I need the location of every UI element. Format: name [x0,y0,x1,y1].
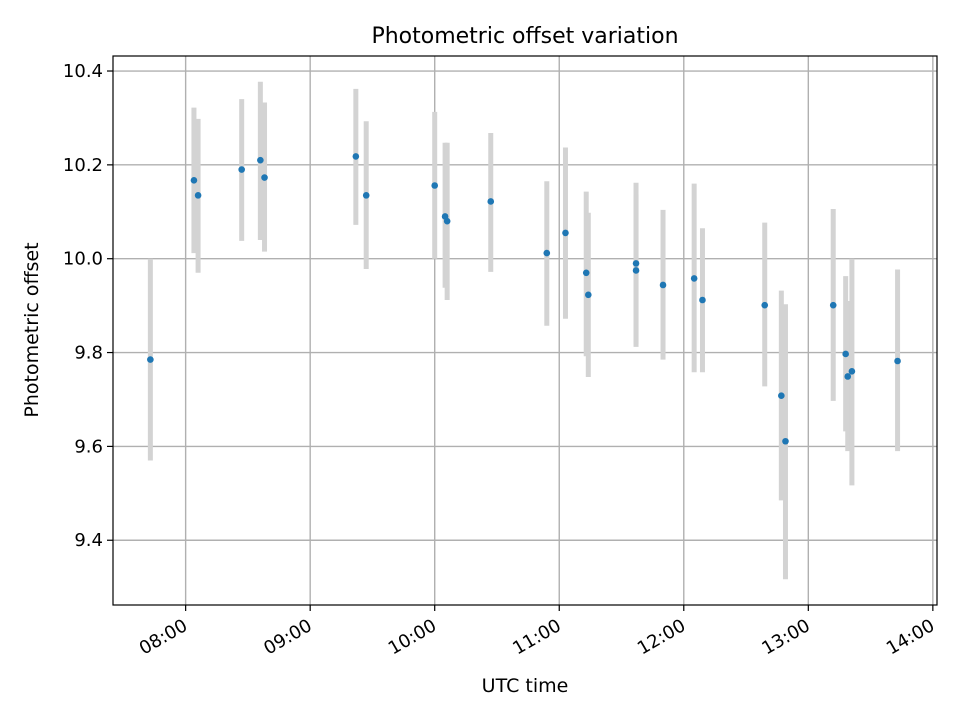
data-point [194,192,202,199]
data-point [582,269,590,277]
y-tick-label: 10.0 [63,249,103,270]
data-point [761,301,769,309]
data-point [848,368,856,375]
data-point [842,350,849,358]
data-point [261,174,268,181]
y-tick-label: 9.6 [74,436,103,457]
data-point [257,156,264,164]
y-axis-label: Photometric offset [21,242,43,417]
data-points [147,153,901,445]
y-tick-label: 10.2 [63,155,103,176]
data-point [147,356,154,363]
y-tick-label: 9.4 [74,530,103,551]
data-point [352,153,360,160]
x-axis-label: UTC time [482,675,569,697]
data-point [659,281,667,289]
chart-title: Photometric offset variation [371,24,678,49]
data-point [699,296,706,304]
grid-lines [113,56,937,605]
data-point [431,182,439,189]
data-point [238,166,245,173]
data-point [487,198,495,205]
data-point [443,217,451,225]
data-point [778,392,785,400]
data-point [782,437,789,445]
data-point [894,357,901,365]
data-point [690,275,698,282]
data-point [362,192,370,199]
data-point [844,373,852,380]
data-point [190,177,198,184]
y-tick-label: 10.4 [63,61,103,82]
data-point [829,301,837,309]
data-point [632,260,640,267]
data-point [632,267,640,274]
y-tick-label: 9.8 [74,343,103,364]
data-point [562,229,569,237]
data-point [543,249,551,257]
plot-frame [112,55,938,606]
y-axis-ticks: 9.4 9.6 9.8 10.0 10.2 10.4 [63,61,113,551]
data-point [585,291,592,299]
